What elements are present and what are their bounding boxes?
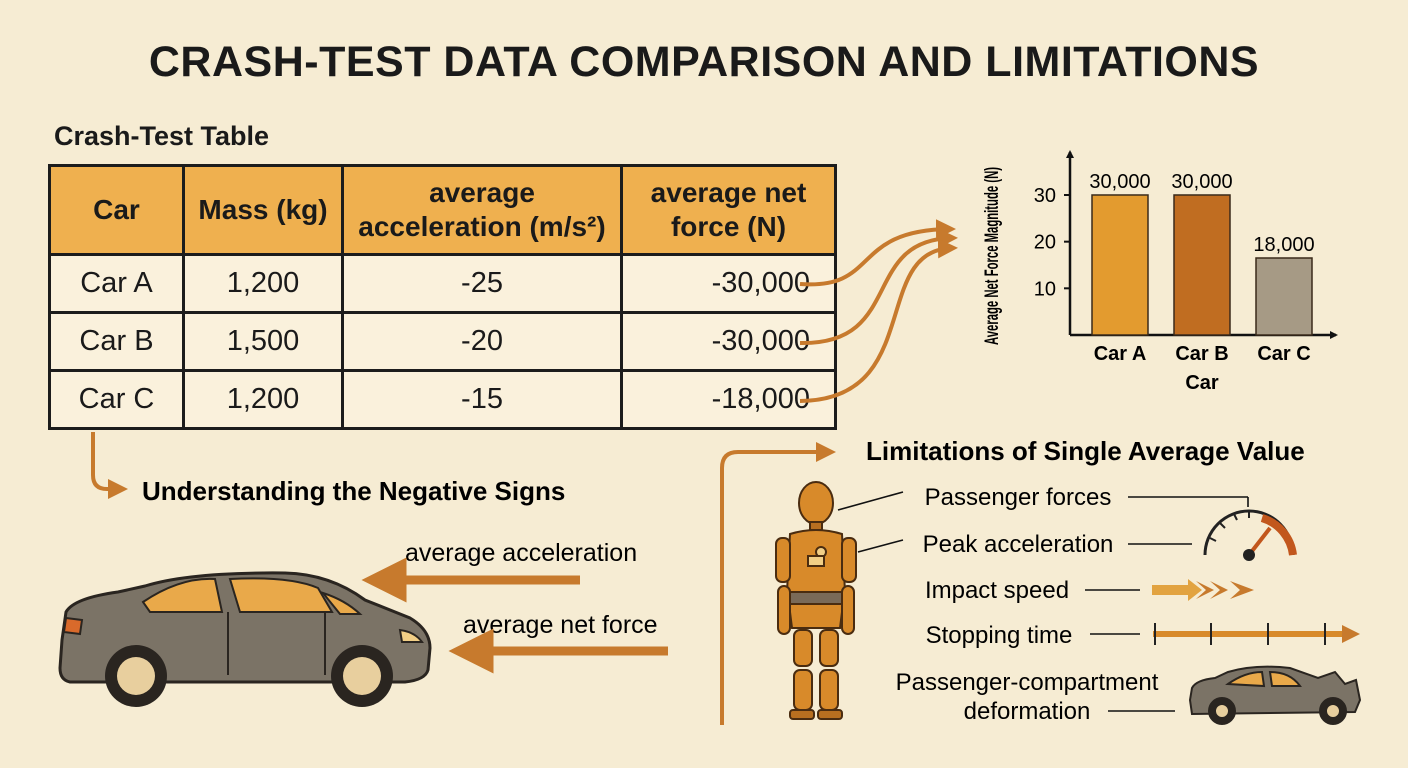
cell-mass: 1,200 [182,369,344,430]
cell-acceleration: -20 [341,311,623,372]
force-to-chart-arrow-c [799,238,958,403]
bar [1255,257,1313,336]
table-header-row: Car Mass (kg) average acceleration (m/s²… [48,164,837,256]
force-direction-label: average net force [463,611,658,639]
header-car: Car [48,164,185,256]
bar [1091,194,1149,336]
page-title: CRASH-TEST DATA COMPARISON AND LIMITATIO… [148,38,1260,86]
table-to-negative-arrow [91,432,128,499]
header-mass: Mass (kg) [182,164,344,256]
cell-mass: 1,500 [182,311,344,372]
limitation-compartment-line1: Passenger-compartment [896,669,1159,696]
leader-lines [837,491,1249,712]
limitation-passenger-forces: Passenger forces [925,484,1112,511]
y-axis-label: Average Net Force Magnitude (N) [982,167,1003,345]
impact-speed-arrows-icon [1152,579,1254,601]
table-row: Car C 1,200 -15 -18,000 [48,369,837,430]
cell-car: Car C [48,369,185,430]
acceleration-direction-label: average acceleration [405,539,637,567]
table-title: Crash-Test Table [54,121,270,151]
bar-data-label: 30,000 [1089,171,1150,193]
speedometer-gauge-icon [1203,509,1297,561]
crash-test-dummy [775,481,857,720]
stopping-time-timeline-icon [1153,623,1360,645]
header-net-force: average net force (N) [620,164,837,256]
cell-mass: 1,200 [182,253,344,314]
x-category-label: Car C [1257,343,1310,365]
force-to-chart-arrow-b [799,228,958,346]
x-category-label: Car A [1094,343,1147,365]
cell-acceleration: -15 [341,369,623,430]
y-tick-label: 30 [1034,185,1056,207]
limitations-arrow [720,442,836,725]
header-acceleration: average acceleration (m/s²) [341,164,623,256]
limitation-impact-speed: Impact speed [925,577,1069,604]
bar-data-label: 30,000 [1171,171,1232,193]
cell-car: Car B [48,311,185,372]
force-to-chart-arrow-a [799,219,956,287]
bar-data-label: 18,000 [1253,234,1314,256]
x-axis-label: Car [1185,372,1219,394]
negative-signs-heading: Understanding the Negative Signs [142,476,565,506]
cell-net-force: -18,000 [620,369,837,430]
x-category-label: Car B [1175,343,1228,365]
car-illustration [58,571,432,707]
limitation-peak-acceleration: Peak acceleration [923,531,1114,558]
cell-acceleration: -25 [341,253,623,314]
limitation-stopping-time: Stopping time [926,622,1073,649]
limitations-heading: Limitations of Single Average Value [866,436,1305,466]
y-tick-label: 10 [1034,278,1056,300]
table-row: Car A 1,200 -25 -30,000 [48,253,837,314]
cell-car: Car A [48,253,185,314]
crash-test-table: Car Mass (kg) average acceleration (m/s²… [48,164,837,430]
force-bar-chart: Average Net Force Magnitude (N) Car 10 20… [982,150,1338,394]
crashed-car-icon [1188,665,1362,725]
limitation-compartment-line2: deformation [964,698,1091,725]
y-tick-label: 20 [1034,232,1056,254]
cell-net-force: -30,000 [620,253,837,314]
bar [1173,194,1231,336]
